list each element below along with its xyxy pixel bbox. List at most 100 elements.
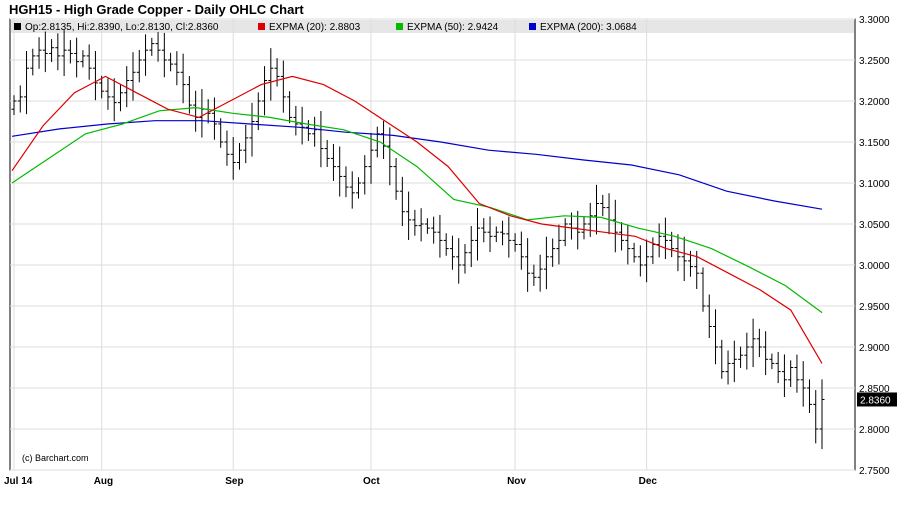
ohlc-bar [581,216,587,240]
ohlc-bar [168,52,174,72]
ohlc-bar [24,50,30,115]
plot-frame [9,18,856,471]
ohlc-bar [293,105,299,136]
ohlc-bar [675,234,681,272]
legend-swatch-expma-20 [258,23,265,30]
ohlc-bar [243,124,249,164]
ohlc-bar [412,209,418,236]
ohlc-bar [349,171,355,209]
ohlc-bar [512,233,518,252]
ohlc-bar [368,132,374,184]
ohlc-bar [36,37,42,69]
y-tick-label: 3.3000 [859,15,890,26]
ohlc-bar [637,245,643,277]
ohlc-bar [330,144,336,181]
ohlc-bar [67,40,73,64]
ohlc-bar [481,218,487,243]
y-tick-label: 2.9000 [859,343,890,354]
ohlc-bar [155,32,161,62]
y-axis: 3.3000 3.2500 3.2000 3.1500 3.1000 3.050… [859,15,890,477]
ohlc-bar [337,146,343,197]
ohlc-bar [218,118,224,148]
legend: Op:2.8135, Hi:2.8390, Lo:2.8130, Cl:2.83… [14,22,637,33]
ohlc-bar [662,217,668,260]
y-tick-label: 2.7500 [859,466,890,477]
ohlc-bar [700,267,706,312]
ohlc-bar [468,226,474,268]
y-tick-label: 2.9500 [859,302,890,313]
x-tick-label: Oct [363,476,380,487]
ohlc-bar [744,332,750,370]
ohlc-bar [456,238,462,284]
legend-entry-ohlc: Op:2.8135, Hi:2.8390, Lo:2.8130, Cl:2.83… [25,22,219,33]
ohlc-bar [719,339,725,379]
ohlc-bar [17,85,23,113]
ohlc-bar [500,220,506,246]
y-tick-label: 2.8000 [859,425,890,436]
ohlc-bar [756,328,762,358]
ohlc-bar [324,139,330,168]
ohlc-bar [493,226,499,243]
ohlc-bar [769,353,775,370]
ohlc-bar [475,208,481,261]
ohlc-bar [487,216,493,253]
y-tick-label: 3.2000 [859,97,890,108]
ohlc-bar [362,155,368,195]
ohlc-bar [619,222,625,251]
ohlc-bar [518,231,524,270]
ohlc-bar [268,48,274,101]
ohlc-bar [781,354,787,398]
ohlc-bar [149,37,155,56]
legend-swatch-expma-200 [529,23,536,30]
y-tick-label: 3.1500 [859,138,890,149]
ohlc-bar [49,39,55,63]
ohlc-bar [305,120,311,141]
ohlc-bar [262,66,268,116]
ohlc-bar [230,137,236,180]
ohlc-bar [236,143,242,170]
legend-swatch-expma-50 [396,23,403,30]
ohlc-bar [537,254,543,292]
ohlc-bar [287,91,293,124]
x-tick-label: Jul 14 [4,476,33,487]
chart-title: HGH15 - High Grade Copper - Daily OHLC C… [9,2,304,17]
y-tick-label: 3.1000 [859,179,890,190]
ohlc-bar [424,218,430,234]
ohlc-bar [255,92,261,131]
expma-50-line [11,106,823,314]
y-tick-label: 2.8500 [859,384,890,395]
ohlc-bar [731,340,737,383]
ohlc-bar [180,53,186,104]
ohlc-bar [713,309,719,365]
x-tick-label: Dec [639,476,658,487]
x-tick-label: Sep [225,476,243,487]
ohlc-bar [393,157,399,200]
ohlc-bar [418,208,424,242]
ohlc-bar [130,52,136,101]
legend-swatch-ohlc [14,23,21,30]
ohlc-bar [11,95,17,115]
ohlc-bar [556,224,562,265]
ohlc-bar [92,50,98,101]
ohlc-bar [543,236,549,290]
y-tick-label: 3.2500 [859,56,890,67]
ohlc-bar [387,127,393,186]
ohlc-bar [249,102,255,157]
last-value-tag [857,392,897,407]
ohlc-bar [86,44,92,80]
ohlc-bar [443,233,449,256]
expma-20-line [11,75,823,364]
ohlc-bar [725,350,731,385]
ohlc-bar [61,30,67,76]
ohlc-bar [631,242,637,263]
ohlc-bar [280,60,286,113]
ohlc-bar [449,235,455,270]
ohlc-bar [612,199,618,253]
ohlc-bar [644,239,650,283]
ohlc-bar [186,75,192,114]
ohlc-bar [161,32,167,78]
ohlc-bar [819,379,825,450]
grid-layer [10,18,855,471]
x-axis: Jul 14 Aug Sep Oct Nov Dec [4,476,657,487]
